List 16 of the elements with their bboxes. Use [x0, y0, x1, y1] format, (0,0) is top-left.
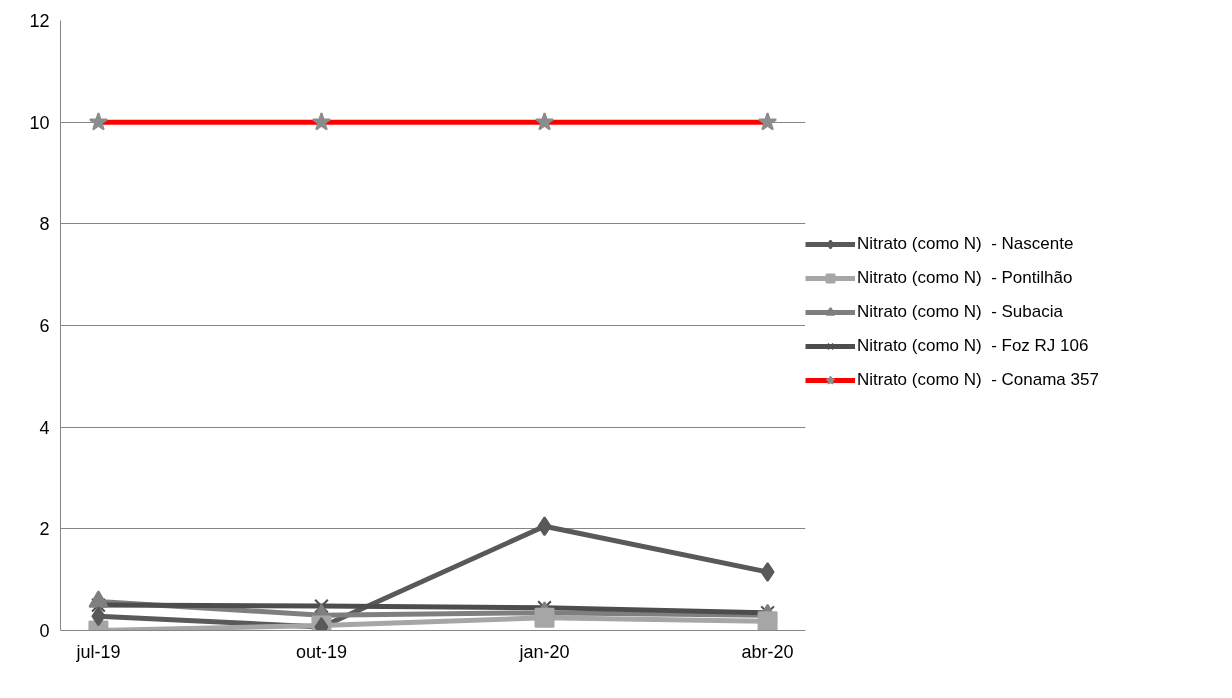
y-tick-label: 12: [29, 11, 50, 31]
legend-label: Nitrato (como N) - Foz RJ 106: [857, 336, 1089, 356]
x-tick-label: abr-20: [741, 641, 794, 662]
y-tick-label: 4: [39, 417, 50, 438]
legend-label: Nitrato (como N) - Conama 357: [857, 370, 1099, 390]
y-tick-label: 2: [39, 519, 50, 540]
x-tick-label: jan-20: [518, 641, 570, 662]
y-tick-label: 0: [39, 621, 50, 641]
y-tick-label: 6: [39, 316, 50, 336]
legend-label: Nitrato (como N) - Subacia: [857, 302, 1063, 322]
legend-label: Nitrato (como N) - Pontilhão: [857, 268, 1073, 288]
x-tick-label: out-19: [295, 641, 347, 662]
y-tick-label: 8: [39, 214, 50, 235]
x-tick-label: jul-19: [75, 641, 121, 662]
legend-label: Nitrato (como N) - Nascente: [857, 234, 1074, 254]
y-tick-label: 10: [29, 112, 50, 133]
